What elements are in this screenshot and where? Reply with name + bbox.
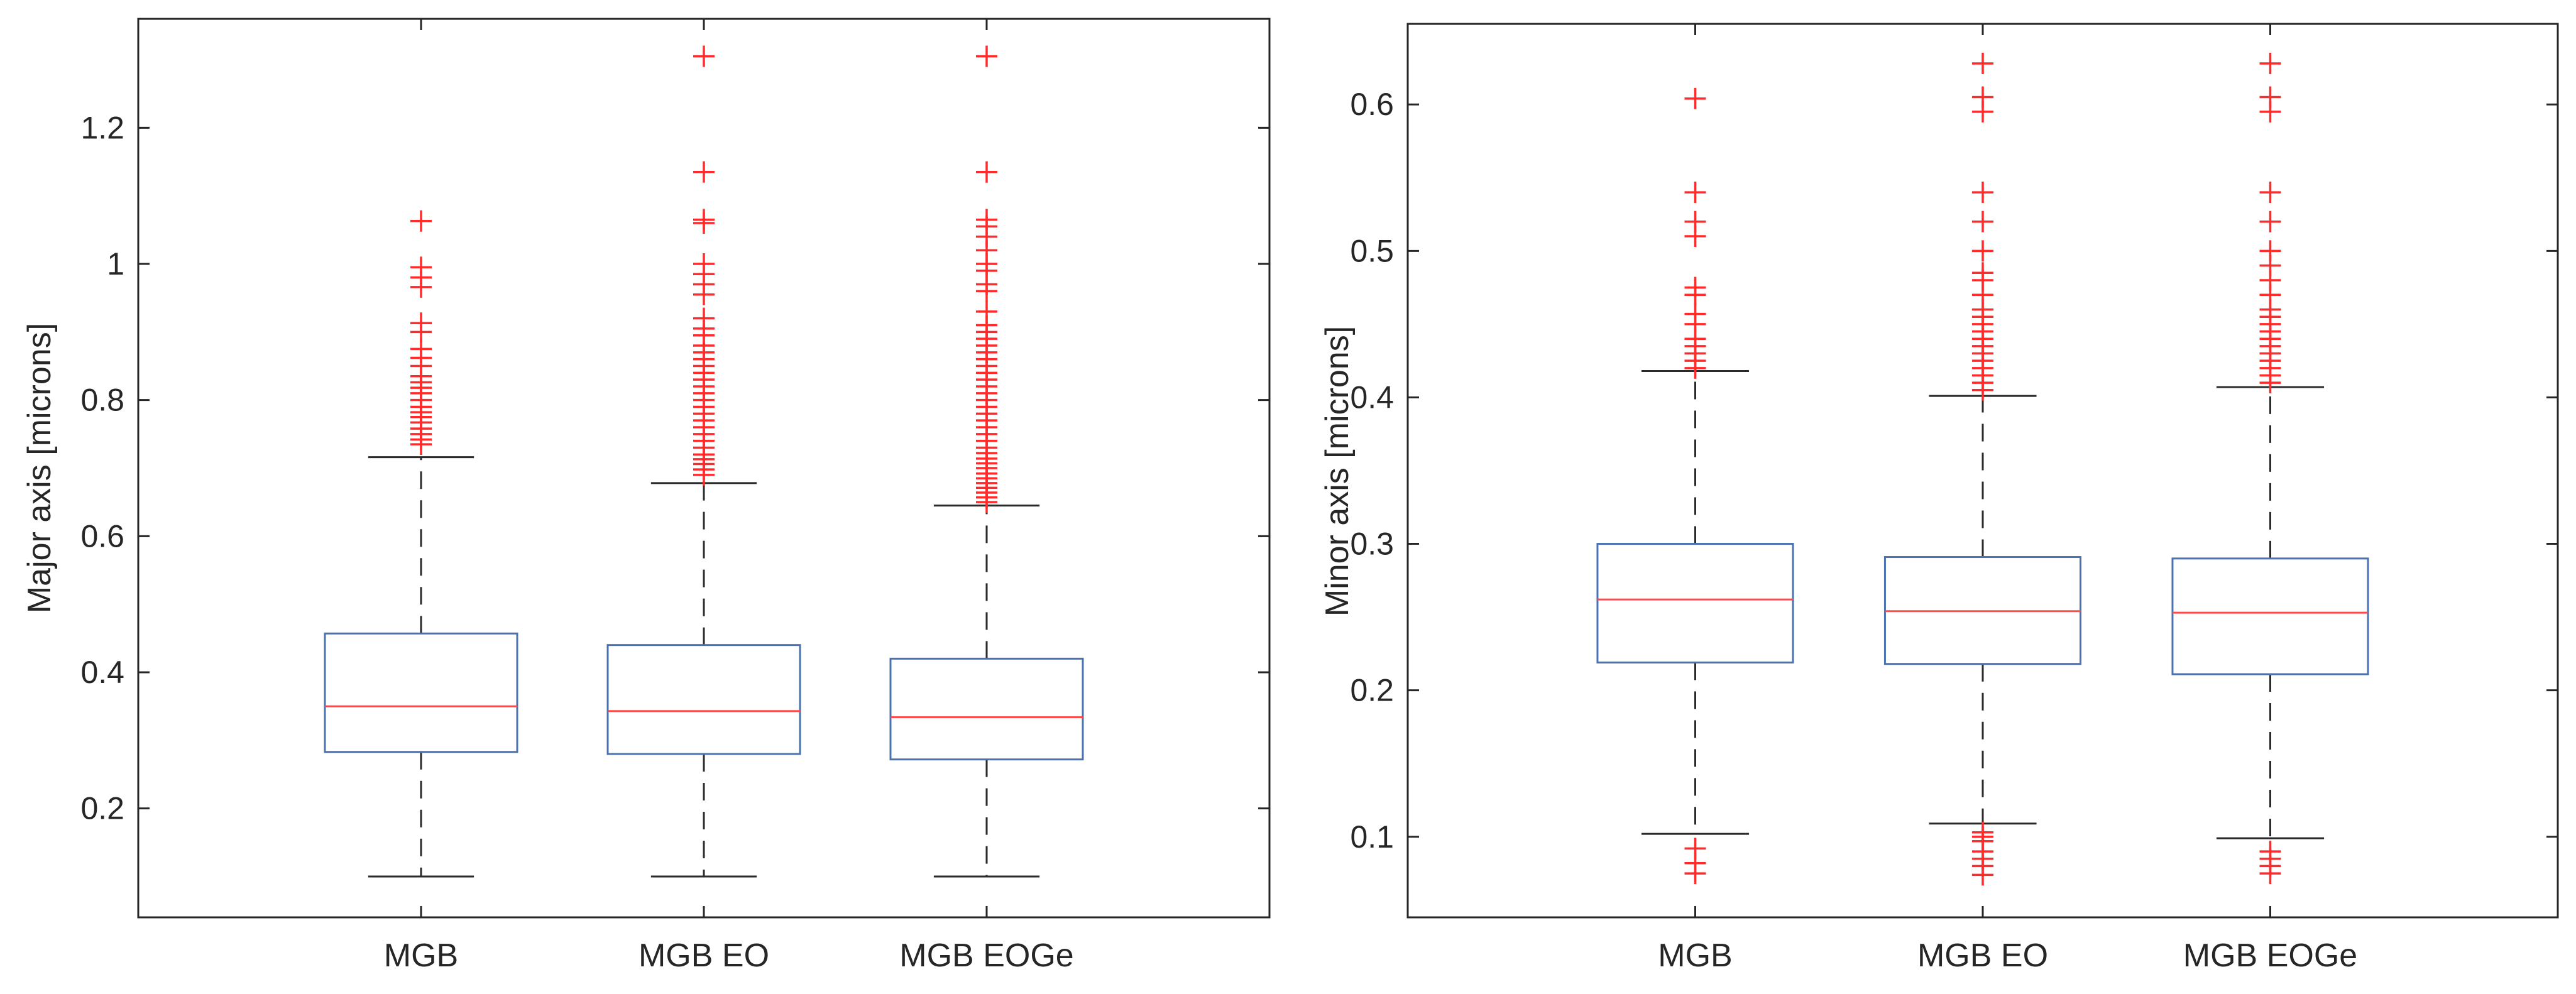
minor-axis-boxplot: Minor axis [microns] MGB MGB EO MGB EOGe… [1319,23,2559,974]
minor-axis-box-group [1883,52,2082,886]
minor-axis-ytick-label: 0.1 [1350,819,1394,855]
major-axis-ytick-label: 1 [107,246,124,281]
major-axis-ytick-label: 1.2 [80,110,124,145]
major-axis-category-label: MGB [384,937,458,974]
minor-axis-outlier [1684,87,1706,109]
major-axis-category-label: MGB EOGe [899,937,1073,974]
minor-axis-ytick-label: 0.4 [1350,380,1394,415]
major-axis-box-group [606,45,801,878]
minor-axis-category-labels: MGB MGB EO MGB EOGe [1658,937,2357,974]
minor-axis-outlier [1684,210,1706,232]
minor-axis-outlier [1684,182,1706,204]
major-axis-box [889,657,1084,761]
minor-axis-outlier [2259,210,2281,232]
major-axis-outlier [410,210,432,232]
minor-axis-outlier [1972,240,1993,262]
major-axis-outlier [976,209,997,231]
major-axis-outlier [693,161,715,183]
minor-axis-outlier [1972,210,1993,232]
minor-axis-outlier [1684,303,1706,325]
minor-axis-outlier [1972,86,1993,108]
major-axis-marks [324,45,1084,878]
major-axis-outlier [693,45,715,67]
minor-axis-outlier [2259,52,2281,74]
minor-axis-outlier [1972,821,1993,843]
major-axis-outlier [976,161,997,183]
minor-axis-ytick-label: 0.6 [1350,87,1394,122]
major-axis-ticks [138,19,1269,917]
minor-axis-ytick-label: 0.2 [1350,673,1394,708]
major-axis-ytick-label: 0.2 [80,791,124,826]
minor-axis-box [2171,557,2369,675]
minor-axis-ytick-label: 0.3 [1350,527,1394,562]
minor-axis-ylabel: Minor axis [microns] [1319,326,1356,616]
major-axis-ytick-label: 0.6 [80,518,124,554]
minor-axis-box-group [1596,87,1794,885]
minor-axis-box-group [2171,52,2369,885]
minor-axis-outlier [2259,182,2281,204]
major-axis-ytick-label: 0.8 [80,383,124,418]
minor-axis-outlier [1972,52,1993,74]
minor-axis-outlier [2259,841,2281,863]
minor-axis-outlier [1972,262,1993,284]
minor-axis-marks [1596,52,2369,886]
major-axis-outlier [976,300,997,322]
minor-axis-ticks [1408,24,2558,917]
major-axis-ylabel: Major axis [microns] [21,323,58,613]
major-axis-outlier [410,312,432,334]
major-axis-box [606,644,801,755]
minor-axis-ytick-labels: 0.1 0.2 0.3 0.4 0.5 0.6 [1350,87,1394,855]
major-axis-outlier [693,307,715,329]
major-axis-category-labels: MGB MGB EO MGB EOGe [384,937,1074,974]
minor-axis-ytick-label: 0.5 [1350,233,1394,268]
major-axis-boxplot: Major axis [microns] MGB MGB EO MGB EOGe… [21,18,1271,974]
major-axis-box-group [324,210,518,878]
minor-axis-outlier [1684,838,1706,860]
minor-axis-outlier [1972,182,1993,204]
minor-axis-outlier [2259,86,2281,108]
major-axis-ytick-label: 0.4 [80,655,124,690]
major-axis-outlier [976,45,997,67]
minor-axis-box [1596,543,1794,664]
major-axis-outlier [693,253,715,275]
major-axis-box [324,632,518,753]
minor-axis-category-label: MGB EO [1917,937,2048,974]
major-axis-box-group [889,45,1084,878]
major-axis-outlier [410,256,432,278]
major-axis-ytick-labels: 0.2 0.4 0.6 0.8 1 1.2 [80,110,124,826]
major-axis-category-label: MGB EO [639,937,769,974]
major-axis-outlier [693,209,715,231]
minor-axis-outlier [1684,276,1706,298]
minor-axis-category-label: MGB [1658,937,1732,974]
minor-axis-outlier [2259,240,2281,262]
minor-axis-category-label: MGB EOGe [2183,937,2357,974]
